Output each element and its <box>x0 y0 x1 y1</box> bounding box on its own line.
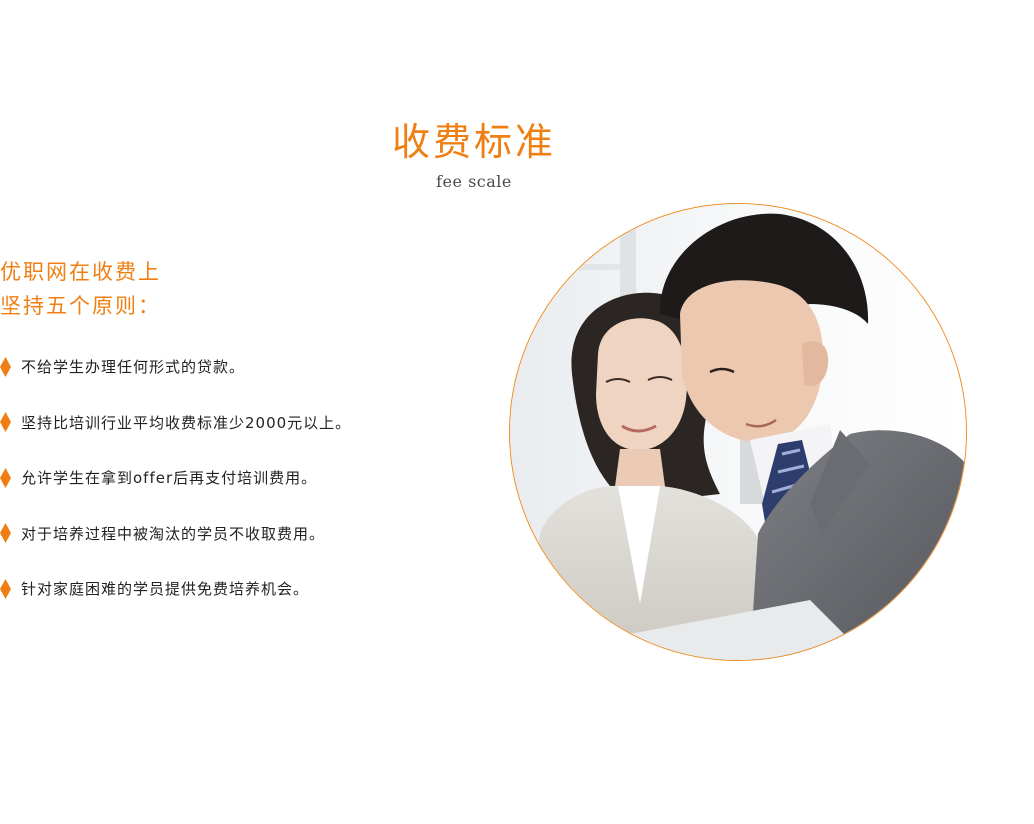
section-title: 收费标准 <box>391 120 556 164</box>
principle-item: 坚持比培训行业平均收费标准少2000元以上。 <box>0 395 460 451</box>
principle-item: 允许学生在拿到offer后再支付培训费用。 <box>0 450 460 506</box>
principle-text: 允许学生在拿到offer后再支付培训费用。 <box>21 469 318 488</box>
principle-item: 不给学生办理任何形式的贷款。 <box>0 339 460 395</box>
heading-line-1: 优职网在收费上 <box>0 260 161 284</box>
principles-list: 不给学生办理任何形式的贷款。 坚持比培训行业平均收费标准少2000元以上。 允许… <box>0 339 460 617</box>
heading-line-2: 坚持五个原则： <box>0 294 161 318</box>
principle-text: 不给学生办理任何形式的贷款。 <box>21 358 246 377</box>
business-people-photo <box>509 203 967 661</box>
principle-item: 针对家庭困难的学员提供免费培养机会。 <box>0 561 460 617</box>
principles-heading: 优职网在收费上 坚持五个原则： <box>0 255 460 323</box>
principle-text: 针对家庭困难的学员提供免费培养机会。 <box>21 580 310 599</box>
diamond-bullet-icon <box>0 523 11 544</box>
section-header: 收费标准 fee scale <box>0 118 948 191</box>
principle-text: 对于培养过程中被淘汰的学员不收取费用。 <box>21 524 326 543</box>
diamond-bullet-icon <box>0 356 11 377</box>
section-subtitle: fee scale <box>436 172 512 191</box>
principles-panel: 优职网在收费上 坚持五个原则： 不给学生办理任何形式的贷款。 坚持比培训行业平均… <box>0 255 460 617</box>
principle-item: 对于培养过程中被淘汰的学员不收取费用。 <box>0 506 460 562</box>
diamond-bullet-icon <box>0 467 11 488</box>
diamond-bullet-icon <box>0 412 11 433</box>
diamond-bullet-icon <box>0 578 11 599</box>
photo-illustration <box>510 204 966 660</box>
principle-text: 坚持比培训行业平均收费标准少2000元以上。 <box>21 413 352 432</box>
